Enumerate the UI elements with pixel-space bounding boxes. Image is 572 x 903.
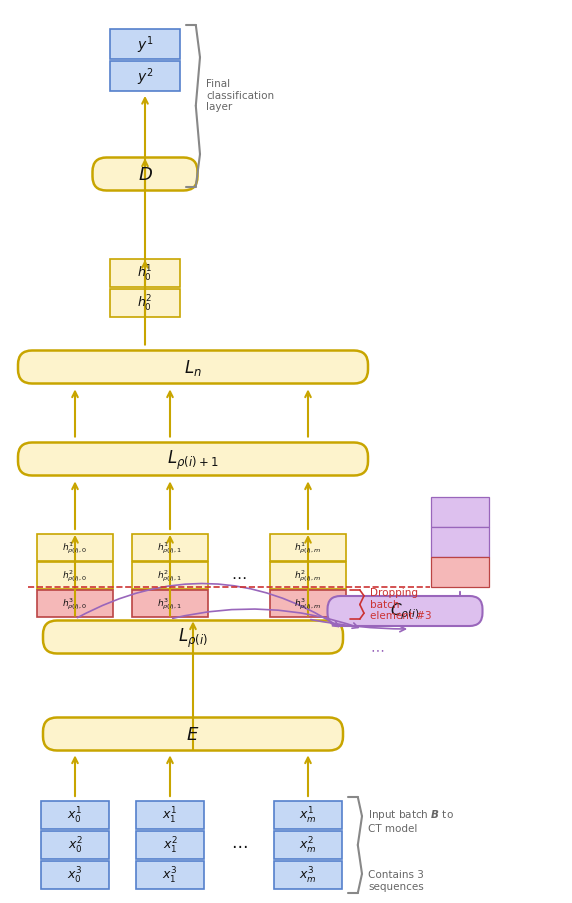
- Text: $\cdots$: $\cdots$: [370, 641, 384, 656]
- FancyBboxPatch shape: [110, 62, 180, 92]
- Text: $L_{\rho(i)}$: $L_{\rho(i)}$: [178, 626, 208, 649]
- FancyBboxPatch shape: [431, 498, 489, 527]
- Text: $x_m^3$: $x_m^3$: [299, 865, 317, 885]
- Text: $h_0^2$: $h_0^2$: [137, 293, 153, 313]
- FancyBboxPatch shape: [274, 831, 342, 859]
- Text: $L_{\rho(i)+1}$: $L_{\rho(i)+1}$: [167, 448, 219, 471]
- FancyBboxPatch shape: [41, 861, 109, 889]
- Text: $x_0^3$: $x_0^3$: [67, 865, 82, 885]
- Text: $x_1^2$: $x_1^2$: [162, 835, 177, 855]
- FancyBboxPatch shape: [41, 831, 109, 859]
- Text: $h^1_{\rho(i),0}$: $h^1_{\rho(i),0}$: [62, 540, 88, 555]
- FancyBboxPatch shape: [270, 563, 346, 590]
- FancyBboxPatch shape: [270, 535, 346, 562]
- Text: $\cdots$: $\cdots$: [231, 568, 247, 583]
- FancyBboxPatch shape: [37, 563, 113, 590]
- Text: $h^3_{\rho(i),1}$: $h^3_{\rho(i),1}$: [157, 596, 182, 611]
- Text: $x_1^1$: $x_1^1$: [162, 805, 177, 825]
- FancyBboxPatch shape: [110, 30, 180, 60]
- FancyBboxPatch shape: [110, 260, 180, 288]
- FancyBboxPatch shape: [93, 158, 197, 191]
- FancyBboxPatch shape: [132, 563, 208, 590]
- Text: $x_0^1$: $x_0^1$: [67, 805, 82, 825]
- Text: $h^3_{\rho(i),0}$: $h^3_{\rho(i),0}$: [62, 596, 88, 611]
- FancyBboxPatch shape: [41, 801, 109, 829]
- Text: $h^2_{\rho(i),0}$: $h^2_{\rho(i),0}$: [62, 568, 88, 583]
- Text: $h_0^1$: $h_0^1$: [137, 264, 153, 284]
- FancyBboxPatch shape: [274, 861, 342, 889]
- FancyBboxPatch shape: [132, 535, 208, 562]
- Text: Final
classification
layer: Final classification layer: [206, 79, 274, 112]
- FancyBboxPatch shape: [431, 527, 489, 557]
- Text: $E$: $E$: [186, 725, 200, 743]
- Text: $h^3_{\rho(i),m}$: $h^3_{\rho(i),m}$: [295, 596, 321, 611]
- Text: $D$: $D$: [137, 166, 153, 184]
- FancyBboxPatch shape: [136, 861, 204, 889]
- FancyBboxPatch shape: [136, 801, 204, 829]
- FancyBboxPatch shape: [18, 351, 368, 384]
- Text: $x_m^2$: $x_m^2$: [299, 835, 317, 855]
- Text: $x_0^2$: $x_0^2$: [67, 835, 82, 855]
- Text: $h^1_{\rho(i),m}$: $h^1_{\rho(i),m}$: [295, 540, 321, 555]
- Text: $y^2$: $y^2$: [137, 66, 153, 88]
- Text: $x_m^1$: $x_m^1$: [299, 805, 317, 825]
- Text: $h^2_{\rho(i),m}$: $h^2_{\rho(i),m}$: [295, 568, 321, 583]
- FancyBboxPatch shape: [136, 831, 204, 859]
- FancyBboxPatch shape: [274, 801, 342, 829]
- FancyBboxPatch shape: [431, 557, 489, 587]
- FancyBboxPatch shape: [18, 443, 368, 476]
- Text: $x_1^3$: $x_1^3$: [162, 865, 177, 885]
- FancyBboxPatch shape: [43, 718, 343, 750]
- Text: $y^1$: $y^1$: [137, 34, 153, 56]
- FancyBboxPatch shape: [328, 596, 483, 627]
- Text: $h^2_{\rho(i),1}$: $h^2_{\rho(i),1}$: [157, 568, 182, 583]
- FancyBboxPatch shape: [110, 290, 180, 318]
- FancyBboxPatch shape: [43, 621, 343, 654]
- FancyBboxPatch shape: [37, 535, 113, 562]
- Text: $C_{\rho(i)}$: $C_{\rho(i)}$: [390, 601, 420, 621]
- FancyBboxPatch shape: [132, 591, 208, 618]
- Text: Dropping
batch
element #3: Dropping batch element #3: [370, 587, 432, 620]
- FancyBboxPatch shape: [270, 591, 346, 618]
- FancyBboxPatch shape: [37, 591, 113, 618]
- Text: $\cdots$: $\cdots$: [231, 835, 247, 853]
- Text: $h^1_{\rho(i),1}$: $h^1_{\rho(i),1}$: [157, 540, 182, 555]
- Text: $L_n$: $L_n$: [184, 358, 202, 377]
- Text: Input batch $\boldsymbol{B}$ to
CT model: Input batch $\boldsymbol{B}$ to CT model: [368, 807, 454, 833]
- Text: Contains 3
sequences: Contains 3 sequences: [368, 870, 424, 891]
